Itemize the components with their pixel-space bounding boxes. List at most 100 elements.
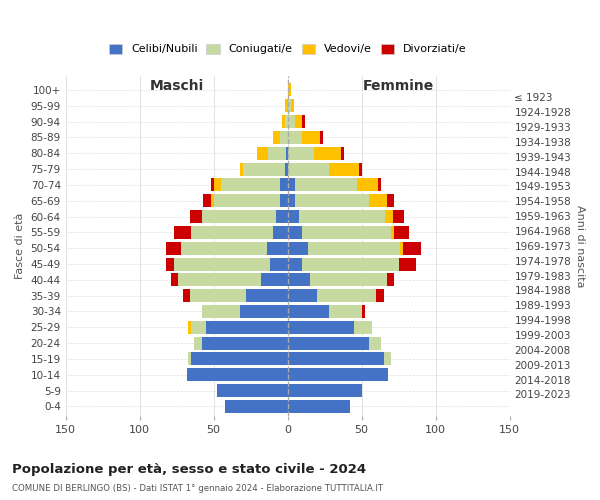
Y-axis label: Anni di nascita: Anni di nascita [575,204,585,287]
Bar [257,146,268,160]
Bar [287,305,329,318]
Bar [295,115,302,128]
Bar [221,178,280,192]
Legend: Celibi/Nubili, Coniugati/e, Vedovi/e, Divorziati/e: Celibi/Nubili, Coniugati/e, Vedovi/e, Di… [106,40,470,58]
Bar [341,146,344,160]
Bar [362,305,365,318]
Bar [385,210,392,223]
Bar [287,162,329,175]
Bar [240,305,287,318]
Bar [287,321,354,334]
Bar [187,368,287,382]
Bar [287,146,314,160]
Text: Femmine: Femmine [363,79,434,93]
Bar [287,368,388,382]
Bar [378,178,381,192]
Bar [280,178,287,192]
Bar [191,352,287,366]
Bar [308,242,400,254]
Bar [284,162,287,175]
Bar [387,194,394,207]
Bar [243,162,284,175]
Bar [369,194,387,207]
Bar [287,242,308,254]
Bar [400,242,403,254]
Bar [287,352,384,366]
Bar [287,384,362,397]
Bar [302,258,398,270]
Bar [202,210,276,223]
Bar [206,321,287,334]
Bar [173,258,270,270]
Bar [270,258,287,270]
Bar [202,305,240,318]
Bar [211,178,214,192]
Bar [188,321,191,334]
Text: Maschi: Maschi [149,79,204,93]
Bar [214,194,280,207]
Bar [287,178,295,192]
Bar [280,194,287,207]
Bar [267,242,287,254]
Bar [287,99,290,112]
Bar [295,178,357,192]
Bar [190,289,246,302]
Bar [191,226,273,239]
Bar [287,258,302,270]
Bar [310,274,387,286]
Bar [287,131,302,144]
Bar [276,210,287,223]
Bar [202,336,287,349]
Bar [287,274,310,286]
Bar [240,162,243,175]
Y-axis label: Fasce di età: Fasce di età [15,212,25,279]
Bar [268,146,286,160]
Bar [287,115,295,128]
Bar [391,226,394,239]
Bar [280,131,287,144]
Bar [287,226,302,239]
Bar [394,226,409,239]
Bar [284,115,287,128]
Bar [211,194,214,207]
Bar [302,131,320,144]
Bar [226,400,287,413]
Bar [246,289,287,302]
Bar [166,258,173,270]
Bar [284,99,287,112]
Bar [261,274,287,286]
Bar [273,131,280,144]
Bar [403,242,421,254]
Bar [359,162,362,175]
Bar [295,194,369,207]
Bar [287,84,290,96]
Bar [287,336,369,349]
Bar [173,226,191,239]
Bar [214,178,221,192]
Bar [182,289,190,302]
Bar [387,274,394,286]
Bar [287,210,299,223]
Bar [398,258,416,270]
Bar [384,352,391,366]
Bar [286,146,287,160]
Bar [203,194,211,207]
Bar [320,131,323,144]
Bar [302,226,391,239]
Bar [190,210,202,223]
Bar [287,194,295,207]
Bar [376,289,384,302]
Bar [287,400,350,413]
Bar [290,99,293,112]
Bar [191,321,206,334]
Bar [194,336,202,349]
Bar [281,115,284,128]
Bar [317,289,376,302]
Bar [329,305,362,318]
Bar [314,146,341,160]
Bar [329,162,359,175]
Bar [369,336,381,349]
Bar [171,274,178,286]
Bar [217,384,287,397]
Bar [188,352,191,366]
